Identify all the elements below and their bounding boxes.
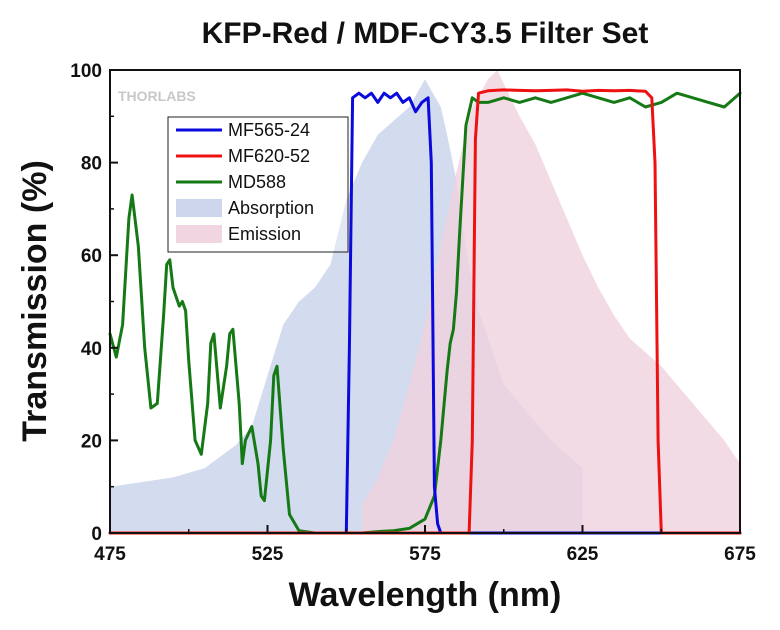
legend-label: Emission (228, 224, 301, 244)
y-axis-label: Transmission (%) (16, 160, 54, 442)
y-axis: 0 20 40 60 80 100 (70, 61, 118, 545)
y-tick-label: 20 (81, 431, 102, 452)
x-tick-label: 625 (567, 544, 599, 565)
x-tick-label: 575 (409, 544, 441, 565)
x-axis: 475 525 575 625 675 (94, 525, 756, 565)
y-tick-label: 100 (70, 61, 102, 82)
legend-item-absorption: Absorption (176, 198, 314, 218)
series-mf620-52-line (108, 88, 742, 535)
legend-label: MF565-24 (228, 120, 310, 140)
series-mf565-24-line (108, 91, 742, 535)
line-series-group (108, 88, 742, 535)
x-tick-label: 675 (724, 544, 756, 565)
y-tick-label: 40 (81, 339, 102, 360)
y-tick-label: 60 (81, 246, 102, 267)
legend-item-mf565-24: MF565-24 (176, 120, 310, 140)
legend-box (167, 116, 349, 253)
y-tick-label: 0 (91, 524, 102, 545)
series-md588-line (108, 91, 742, 535)
legend-item-md588: MD588 (176, 172, 286, 192)
legend-swatch (176, 225, 222, 243)
area-series-group (110, 70, 740, 534)
x-axis-label: Wavelength (nm) (289, 576, 562, 614)
legend-item-mf620-52: MF620-52 (176, 146, 310, 166)
legend-label: MF620-52 (228, 146, 310, 166)
legend-label: MD588 (228, 172, 286, 192)
x-tick-label: 475 (94, 544, 126, 565)
x-tick-label: 525 (252, 544, 284, 565)
plot-area (108, 70, 742, 535)
legend-label: Absorption (228, 198, 314, 218)
legend-item-emission: Emission (176, 224, 301, 244)
legend-swatch (176, 199, 222, 217)
chart-title: KFP-Red / MDF-CY3.5 Filter Set (202, 17, 649, 50)
legend: MF565-24 MF620-52 MD588 Absorption Emission (167, 116, 349, 253)
watermark-logo: THORLABS (118, 88, 196, 104)
series-emission-area (362, 70, 740, 533)
y-tick-label: 80 (81, 154, 102, 175)
